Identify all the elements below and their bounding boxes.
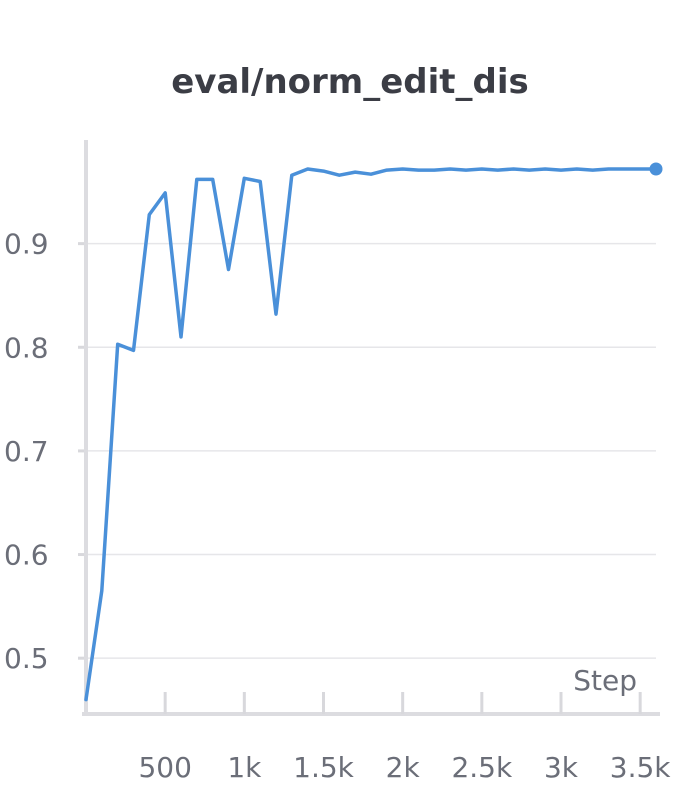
y-tick-label: 0.5 xyxy=(4,642,49,675)
x-tick-label: 3.5k xyxy=(610,751,672,784)
y-tick-label: 0.7 xyxy=(4,435,49,468)
x-tick-label: 2.5k xyxy=(451,751,513,784)
x-tick-label: 1.5k xyxy=(293,751,355,784)
axes: 0.5 0.6 0.7 0.8 0.9 500 1k 1.5k 2k 2.5k 3k 3.5k xyxy=(4,140,671,784)
last-point-marker xyxy=(649,162,663,176)
x-tick-label: 500 xyxy=(138,751,191,784)
x-tick-label: 3k xyxy=(544,751,579,784)
grid xyxy=(86,242,656,659)
chart-title: eval/norm_edit_dis xyxy=(171,62,529,102)
y-tick-label: 0.9 xyxy=(4,228,49,261)
x-axis-label: Step xyxy=(573,664,637,697)
y-tick-label: 0.8 xyxy=(4,331,49,364)
y-tick-label: 0.6 xyxy=(4,539,49,572)
series xyxy=(84,162,663,702)
x-tick-label: 1k xyxy=(227,751,262,784)
series-line xyxy=(84,167,658,702)
x-tick-label: 2k xyxy=(386,751,421,784)
